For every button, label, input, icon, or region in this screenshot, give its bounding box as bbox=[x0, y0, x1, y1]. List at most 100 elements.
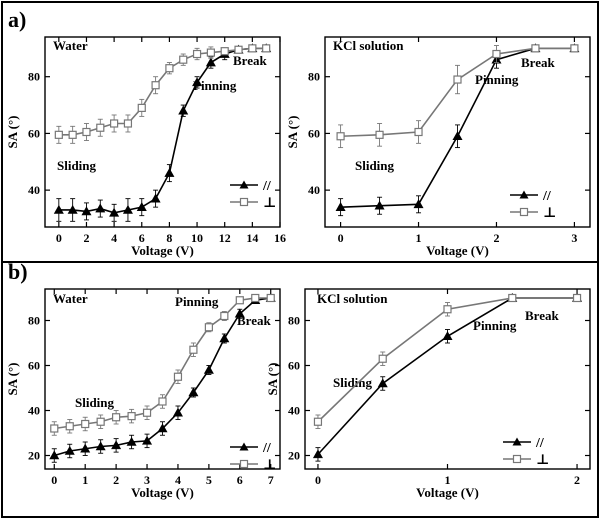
x-tick-label: 0 bbox=[56, 231, 62, 245]
medium-annotation: KCl solution bbox=[333, 38, 404, 53]
data-point bbox=[442, 331, 453, 341]
x-tick-label: 7 bbox=[268, 473, 274, 487]
data-point bbox=[248, 44, 257, 53]
data-point bbox=[188, 387, 199, 397]
data-point bbox=[122, 204, 133, 214]
data-point bbox=[137, 103, 146, 112]
data-point bbox=[378, 354, 387, 363]
series-perpendicular bbox=[50, 293, 275, 436]
legend-label: ⊥ bbox=[536, 453, 549, 468]
x-tick-label: 16 bbox=[274, 231, 286, 245]
data-point bbox=[164, 168, 175, 177]
region-label-pinning: Pinning bbox=[475, 72, 519, 87]
data-point bbox=[157, 423, 168, 433]
x-axis-label: Voltage (V) bbox=[131, 485, 194, 500]
legend-label: ⊥ bbox=[263, 196, 276, 211]
data-point bbox=[136, 202, 147, 211]
region-label-pinning: Pinning bbox=[175, 294, 219, 309]
legend-marker bbox=[239, 197, 249, 207]
data-point bbox=[50, 424, 59, 433]
data-point bbox=[492, 49, 501, 59]
y-axis-label: SA (°) bbox=[5, 115, 20, 148]
y-tick-label: 60 bbox=[288, 359, 300, 373]
x-tick-label: 2 bbox=[113, 473, 119, 487]
legend-marker bbox=[239, 180, 249, 189]
data-point bbox=[111, 440, 122, 450]
legend-label: // bbox=[262, 179, 272, 194]
data-point bbox=[142, 435, 153, 445]
x-tick-label: 2 bbox=[493, 231, 499, 245]
x-tick-label: 6 bbox=[237, 473, 243, 487]
plot-frame bbox=[44, 288, 281, 470]
y-tick-label: 60 bbox=[28, 126, 40, 140]
data-point bbox=[95, 203, 106, 213]
data-point bbox=[531, 44, 540, 53]
x-tick-label: 3 bbox=[144, 473, 150, 487]
data-point bbox=[452, 131, 463, 141]
data-point bbox=[204, 323, 213, 332]
x-tick-label: 1 bbox=[82, 473, 88, 487]
y-axis-label: SA (°) bbox=[265, 362, 280, 395]
legend-label: // bbox=[542, 189, 552, 204]
data-point bbox=[414, 127, 423, 137]
data-point bbox=[123, 119, 133, 128]
plot-frame bbox=[324, 36, 591, 228]
x-tick-label: 6 bbox=[139, 231, 145, 245]
legend-marker bbox=[239, 442, 249, 451]
data-point bbox=[453, 75, 462, 84]
data-point bbox=[95, 441, 106, 451]
data-point bbox=[572, 293, 582, 303]
data-point bbox=[220, 311, 229, 321]
data-point bbox=[179, 55, 188, 64]
legend-marker bbox=[512, 454, 522, 464]
panel-label: a) bbox=[8, 7, 26, 32]
data-point bbox=[336, 132, 345, 141]
data-point bbox=[262, 44, 271, 53]
data-point bbox=[178, 105, 189, 115]
legend-label: ⊥ bbox=[543, 206, 556, 221]
x-axis-label: Voltage (V) bbox=[416, 485, 479, 500]
y-tick-label: 20 bbox=[28, 449, 40, 463]
chart-a-kcl: 0 1 2 3 40 60 80 Voltage (V) SA (°) KCl solution S… bbox=[285, 36, 591, 258]
series-perpendicular bbox=[54, 44, 271, 144]
x-tick-label: 12 bbox=[219, 231, 231, 245]
y-tick-label: 60 bbox=[308, 126, 320, 140]
data-point bbox=[206, 48, 215, 57]
region-label-break: Break bbox=[237, 313, 271, 328]
region-label-sliding: Sliding bbox=[57, 158, 97, 173]
y-tick-label: 80 bbox=[28, 314, 40, 328]
x-tick-label: 0 bbox=[315, 473, 321, 487]
y-axis-label: SA (°) bbox=[285, 115, 300, 148]
data-point bbox=[443, 305, 452, 314]
x-tick-label: 0 bbox=[51, 473, 57, 487]
data-point bbox=[192, 77, 203, 87]
data-point bbox=[172, 407, 183, 417]
x-tick-label: 0 bbox=[338, 231, 344, 245]
medium-annotation: Water bbox=[53, 291, 88, 306]
chart-b-water: b) 0 1 2 3 4 5 6 7 20 40 60 80 Voltage (V) SA (°) Water… bbox=[5, 259, 281, 500]
data-point bbox=[508, 293, 517, 303]
data-point bbox=[68, 130, 77, 139]
x-axis-label: Voltage (V) bbox=[131, 243, 194, 258]
data-point bbox=[219, 333, 230, 343]
legend-marker bbox=[519, 190, 529, 199]
data-point bbox=[235, 296, 244, 305]
y-tick-label: 40 bbox=[308, 183, 320, 197]
y-tick-label: 80 bbox=[288, 314, 300, 328]
legend-label: ⊥ bbox=[263, 458, 276, 473]
series-line bbox=[58, 47, 267, 136]
data-point bbox=[49, 450, 60, 460]
region-label-break: Break bbox=[521, 55, 555, 70]
data-point bbox=[220, 47, 229, 56]
data-point bbox=[81, 206, 92, 216]
y-tick-label: 80 bbox=[308, 70, 320, 84]
data-point bbox=[173, 372, 183, 381]
region-label-sliding: Sliding bbox=[355, 158, 395, 173]
data-point bbox=[266, 293, 275, 303]
series-line bbox=[58, 47, 267, 214]
data-point bbox=[67, 204, 78, 214]
data-point bbox=[142, 408, 152, 417]
legend-label: // bbox=[262, 441, 272, 456]
region-label-pinning: Pinning bbox=[193, 78, 237, 93]
